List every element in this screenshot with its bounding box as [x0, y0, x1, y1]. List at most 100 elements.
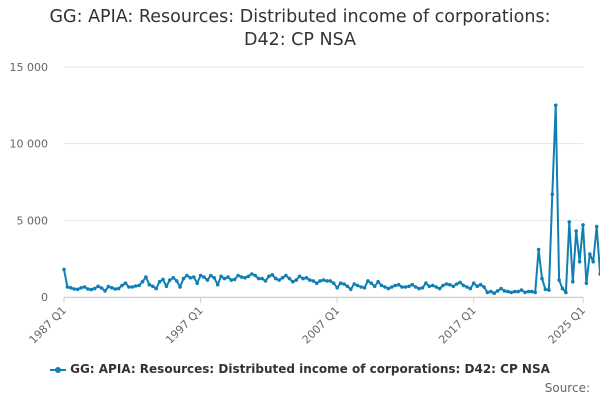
data-point[interactable] — [567, 220, 572, 224]
data-point[interactable] — [260, 276, 264, 281]
data-point[interactable] — [239, 275, 244, 279]
data-point[interactable] — [130, 285, 135, 289]
data-point[interactable] — [120, 283, 124, 288]
data-point[interactable] — [499, 286, 503, 291]
data-point[interactable] — [267, 274, 271, 279]
data-point[interactable] — [519, 288, 524, 292]
data-point[interactable] — [495, 289, 500, 293]
data-point[interactable] — [116, 286, 121, 291]
data-point[interactable] — [222, 276, 227, 281]
data-point[interactable] — [287, 276, 292, 281]
data-point[interactable] — [297, 274, 302, 279]
data-point[interactable] — [482, 285, 486, 289]
data-point[interactable] — [113, 287, 117, 291]
data-point[interactable] — [581, 223, 585, 227]
data-point[interactable] — [174, 279, 179, 283]
data-point[interactable] — [171, 276, 176, 280]
data-point[interactable] — [577, 259, 582, 264]
data-point[interactable] — [588, 252, 592, 256]
data-point[interactable] — [489, 289, 493, 294]
data-point[interactable] — [458, 280, 462, 285]
data-point[interactable] — [226, 275, 230, 279]
data-point[interactable] — [181, 276, 186, 281]
data-point[interactable] — [229, 278, 234, 282]
data-point[interactable] — [147, 282, 152, 287]
data-point[interactable] — [478, 282, 483, 287]
data-point[interactable] — [140, 279, 145, 284]
data-point[interactable] — [164, 284, 169, 289]
data-point[interactable] — [96, 284, 100, 289]
data-point[interactable] — [325, 279, 329, 283]
data-point[interactable] — [304, 276, 309, 280]
data-point[interactable] — [461, 283, 466, 288]
data-point[interactable] — [270, 273, 275, 277]
data-point[interactable] — [321, 278, 326, 282]
data-point[interactable] — [331, 281, 336, 286]
data-point[interactable] — [291, 279, 295, 284]
data-point[interactable] — [512, 289, 517, 294]
data-point[interactable] — [338, 281, 343, 286]
data-point[interactable] — [110, 286, 114, 290]
legend[interactable]: GG: APIA: Resources: Distributed income … — [0, 362, 600, 376]
data-point[interactable] — [82, 285, 87, 289]
data-point[interactable] — [547, 288, 551, 292]
data-point[interactable] — [543, 287, 548, 292]
data-point[interactable] — [154, 286, 158, 291]
data-point[interactable] — [502, 289, 507, 293]
data-point[interactable] — [475, 284, 480, 289]
data-point[interactable] — [75, 287, 80, 292]
data-point[interactable] — [362, 286, 367, 290]
data-point[interactable] — [523, 290, 527, 295]
data-point[interactable] — [540, 276, 544, 281]
data-point[interactable] — [557, 278, 561, 282]
data-point[interactable] — [410, 282, 415, 287]
data-point[interactable] — [468, 286, 473, 291]
data-point[interactable] — [441, 283, 445, 288]
data-point[interactable] — [530, 289, 534, 294]
data-point[interactable] — [65, 285, 70, 289]
data-point[interactable] — [198, 273, 203, 278]
data-point[interactable] — [273, 276, 278, 281]
data-point[interactable] — [79, 286, 83, 290]
data-point[interactable] — [434, 285, 439, 289]
data-point[interactable] — [205, 278, 210, 282]
data-point[interactable] — [536, 247, 541, 252]
data-point[interactable] — [349, 287, 353, 292]
data-point[interactable] — [263, 279, 268, 283]
data-point[interactable] — [103, 289, 107, 293]
data-point[interactable] — [311, 279, 316, 283]
data-point[interactable] — [62, 267, 66, 272]
data-point[interactable] — [243, 276, 247, 280]
data-point[interactable] — [318, 279, 322, 283]
data-point[interactable] — [86, 287, 90, 291]
data-point[interactable] — [454, 282, 459, 286]
data-point[interactable] — [151, 284, 155, 289]
data-point[interactable] — [485, 290, 490, 295]
data-point[interactable] — [506, 289, 510, 294]
data-point[interactable] — [209, 273, 213, 278]
data-point[interactable] — [308, 278, 312, 282]
data-point[interactable] — [92, 286, 97, 291]
data-point[interactable] — [444, 282, 449, 286]
data-point[interactable] — [157, 279, 162, 284]
data-point[interactable] — [335, 286, 340, 290]
data-point[interactable] — [328, 279, 333, 283]
data-point[interactable] — [584, 281, 589, 286]
data-point[interactable] — [400, 285, 404, 289]
data-point[interactable] — [277, 278, 281, 282]
data-point[interactable] — [195, 281, 199, 286]
data-point[interactable] — [465, 285, 469, 289]
data-point[interactable] — [571, 279, 575, 284]
data-point[interactable] — [256, 276, 261, 281]
data-point[interactable] — [437, 286, 442, 291]
data-point[interactable] — [516, 289, 520, 294]
data-point[interactable] — [127, 285, 131, 289]
data-point[interactable] — [407, 284, 411, 289]
data-point[interactable] — [564, 290, 568, 295]
data-point[interactable] — [192, 275, 196, 279]
data-point[interactable] — [294, 278, 299, 282]
data-point[interactable] — [533, 290, 537, 295]
data-point[interactable] — [314, 281, 319, 286]
data-point[interactable] — [253, 273, 257, 278]
data-point[interactable] — [284, 273, 288, 278]
